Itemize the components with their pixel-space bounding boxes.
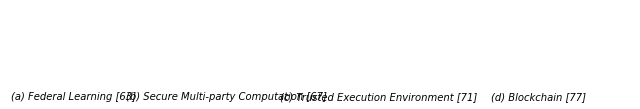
Text: (b) Secure Multi-party Computation [67]: (b) Secure Multi-party Computation [67] [126,92,327,102]
Text: (a) Federal Learning [63]: (a) Federal Learning [63] [11,92,136,102]
Bar [331,6,503,89]
Bar [23,6,164,89]
Bar [503,6,639,89]
Text: (d) Blockchain [77]: (d) Blockchain [77] [492,92,586,102]
Bar [164,6,331,89]
Text: (c) Trusted Execution Environment [71]: (c) Trusted Execution Environment [71] [280,92,477,102]
